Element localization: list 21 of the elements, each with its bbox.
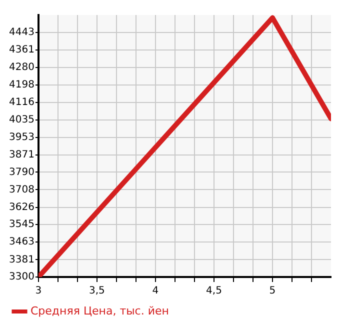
y-tick-label: 4361 xyxy=(8,44,34,56)
x-tick-label: 3 xyxy=(35,286,42,297)
y-tick-label: 4198 xyxy=(8,80,34,91)
y-tick-label: 4280 xyxy=(8,62,34,73)
y-tick-label: 4443 xyxy=(8,27,34,38)
legend-label: Средняя Цена, тыс. йен xyxy=(30,304,169,318)
x-tick-label: 5 xyxy=(269,286,276,297)
y-tick-label: 3381 xyxy=(8,254,34,266)
y-tick-label: 3300 xyxy=(8,272,34,283)
y-tick-label: 3953 xyxy=(8,132,34,143)
y-tick-label: 3708 xyxy=(8,184,34,196)
y-tick-label: 4116 xyxy=(8,97,34,108)
y-tick-label: 3545 xyxy=(8,219,34,230)
y-tick-label: 3626 xyxy=(8,202,34,213)
y-tick-label: 4035 xyxy=(8,114,34,126)
y-tick-label: 3790 xyxy=(8,166,34,178)
y-tick-label: 3463 xyxy=(8,236,34,248)
x-tick-label: 3,5 xyxy=(89,286,105,297)
y-tick-label: 3871 xyxy=(8,149,34,160)
x-tick-label: 4,5 xyxy=(206,286,222,297)
x-tick-label: 4 xyxy=(152,286,159,297)
